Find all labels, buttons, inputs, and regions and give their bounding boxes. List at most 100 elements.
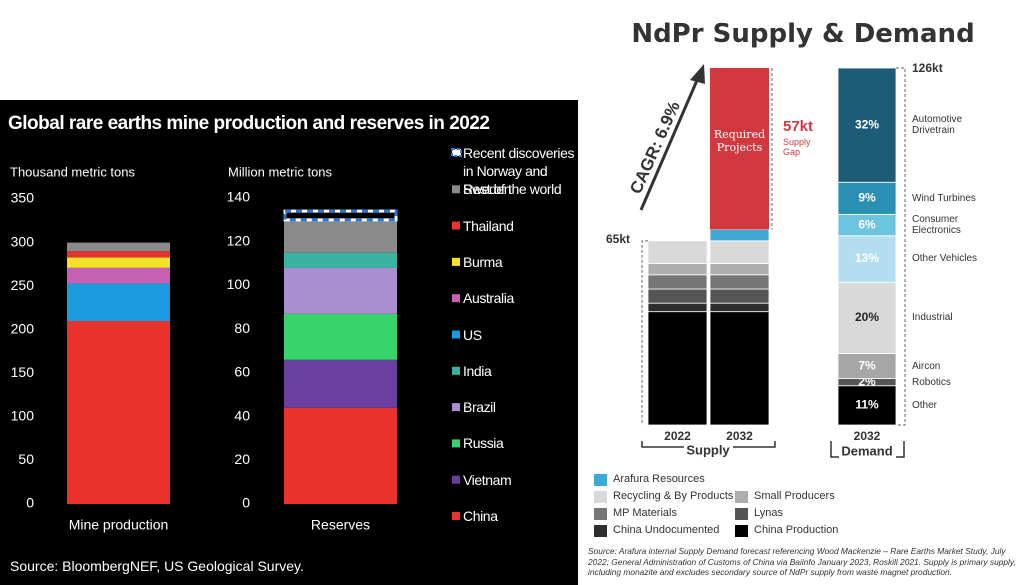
legend-label: Thailand bbox=[463, 217, 514, 234]
bar-segment bbox=[837, 235, 897, 283]
legend-swatch bbox=[594, 525, 607, 537]
left-title: Global rare earths mine production and r… bbox=[8, 113, 490, 134]
legend-swatch bbox=[452, 475, 460, 484]
total-bracket bbox=[896, 67, 906, 426]
value-label: 11% bbox=[855, 398, 879, 412]
x-tick-label: 2032 bbox=[854, 429, 881, 443]
right-title: NdPr Supply & Demand bbox=[631, 19, 975, 49]
legend-swatch bbox=[452, 294, 460, 303]
y-tick-label: 100 bbox=[227, 276, 251, 292]
y-tick-label: 150 bbox=[11, 364, 35, 380]
legend-label: Burma bbox=[463, 253, 503, 270]
total-label: 126kt bbox=[912, 61, 943, 75]
legend-label: Rest of the world bbox=[463, 181, 562, 198]
value-label: 32% bbox=[855, 117, 879, 131]
value-label: 6% bbox=[858, 217, 876, 231]
category-label: Other Vehicles bbox=[912, 253, 978, 265]
bar-segment bbox=[284, 252, 397, 268]
bar-segment bbox=[647, 311, 708, 426]
cagr-arrowhead bbox=[690, 64, 705, 84]
bar-segment bbox=[837, 67, 897, 183]
x-tick-label: Reserves bbox=[311, 517, 370, 533]
legend-label: Lynas bbox=[754, 507, 783, 519]
right-source: Source: Arafura internal Supply Demand f… bbox=[588, 546, 1016, 577]
legend-label: Australia bbox=[463, 290, 514, 307]
bar-segment bbox=[647, 288, 708, 304]
bar-segment bbox=[709, 240, 770, 264]
y-tick-label: 120 bbox=[227, 232, 251, 248]
bar-segment bbox=[709, 263, 770, 276]
bar-segment bbox=[284, 267, 397, 314]
bar-segment bbox=[284, 313, 397, 360]
bar-segment bbox=[67, 283, 170, 321]
legend-swatch bbox=[451, 148, 462, 157]
bar-segment bbox=[709, 288, 770, 304]
legend-label: Russia bbox=[463, 435, 504, 452]
y-axis-title: Thousand metric tons bbox=[10, 164, 136, 179]
value-label: 9% bbox=[858, 190, 876, 204]
bar-segment bbox=[284, 407, 397, 504]
cagr-arrow bbox=[639, 77, 700, 211]
legend-label: Small Producers bbox=[754, 490, 835, 502]
legend-label: China bbox=[463, 508, 498, 524]
x-tick-label: 2022 bbox=[664, 429, 691, 443]
y-tick-label: 0 bbox=[26, 495, 34, 511]
legend-swatch bbox=[452, 366, 460, 375]
y-axis-title: Million metric tons bbox=[228, 164, 333, 179]
y-tick-label: 20 bbox=[234, 451, 250, 467]
legend-label: Recycling & By Products bbox=[613, 490, 734, 502]
category-label: Industrial bbox=[912, 312, 953, 324]
bar-segment bbox=[67, 267, 170, 284]
bar-segment bbox=[284, 219, 397, 253]
legend-swatch bbox=[452, 185, 460, 194]
legend-label: Recent discoveries in Norway and Sweden bbox=[463, 145, 575, 197]
y-tick-label: 350 bbox=[11, 190, 35, 206]
legend-swatch bbox=[452, 403, 460, 412]
y-tick-label: 300 bbox=[11, 233, 35, 249]
category-label: Robotics bbox=[912, 376, 951, 388]
value-label: 7% bbox=[858, 358, 876, 372]
bar-segment bbox=[647, 274, 708, 290]
legend-swatch bbox=[594, 474, 607, 486]
group-label: Supply bbox=[686, 442, 730, 457]
legend-swatch bbox=[735, 508, 748, 520]
legend-swatch bbox=[452, 257, 460, 266]
bar-segment bbox=[709, 229, 770, 242]
y-tick-label: 200 bbox=[11, 320, 35, 336]
bar-segment bbox=[837, 281, 897, 355]
bar-segment bbox=[837, 385, 897, 426]
legend-swatch bbox=[452, 512, 460, 520]
legend-label: Vietnam bbox=[463, 471, 512, 488]
x-tick-label: Mine production bbox=[69, 517, 169, 533]
y-tick-label: 60 bbox=[234, 364, 250, 380]
legend-label: India bbox=[463, 362, 492, 379]
cagr-label: CAGR: 6.9% bbox=[626, 98, 684, 196]
category-label: Other bbox=[912, 399, 938, 411]
bar-segment bbox=[67, 251, 170, 258]
gap-value-label: 57kt bbox=[783, 118, 814, 135]
legend-label: US bbox=[463, 326, 482, 343]
bar-segment bbox=[709, 311, 770, 426]
category-label: Wind Turbines bbox=[912, 192, 976, 204]
y-tick-label: 250 bbox=[11, 277, 35, 293]
legend-swatch bbox=[594, 508, 607, 520]
x-tick-label: 2032 bbox=[726, 429, 753, 443]
bar-segment bbox=[284, 359, 397, 408]
value-label: 20% bbox=[855, 310, 879, 324]
y-tick-label: 0 bbox=[242, 495, 250, 511]
bar-segment bbox=[67, 257, 170, 268]
legend-label: China Production bbox=[754, 524, 839, 536]
bar-segment bbox=[709, 302, 770, 313]
y-tick-label: 140 bbox=[227, 189, 251, 205]
legend-label: MP Materials bbox=[613, 507, 677, 519]
y-tick-label: 50 bbox=[18, 451, 34, 467]
legend-swatch-bg bbox=[452, 149, 461, 156]
value-label: 13% bbox=[855, 251, 879, 265]
bar-segment bbox=[647, 302, 708, 313]
bar-segment bbox=[67, 321, 170, 504]
group-bracket bbox=[830, 441, 905, 458]
legend-swatch bbox=[735, 491, 748, 503]
legend-swatch bbox=[452, 439, 460, 448]
